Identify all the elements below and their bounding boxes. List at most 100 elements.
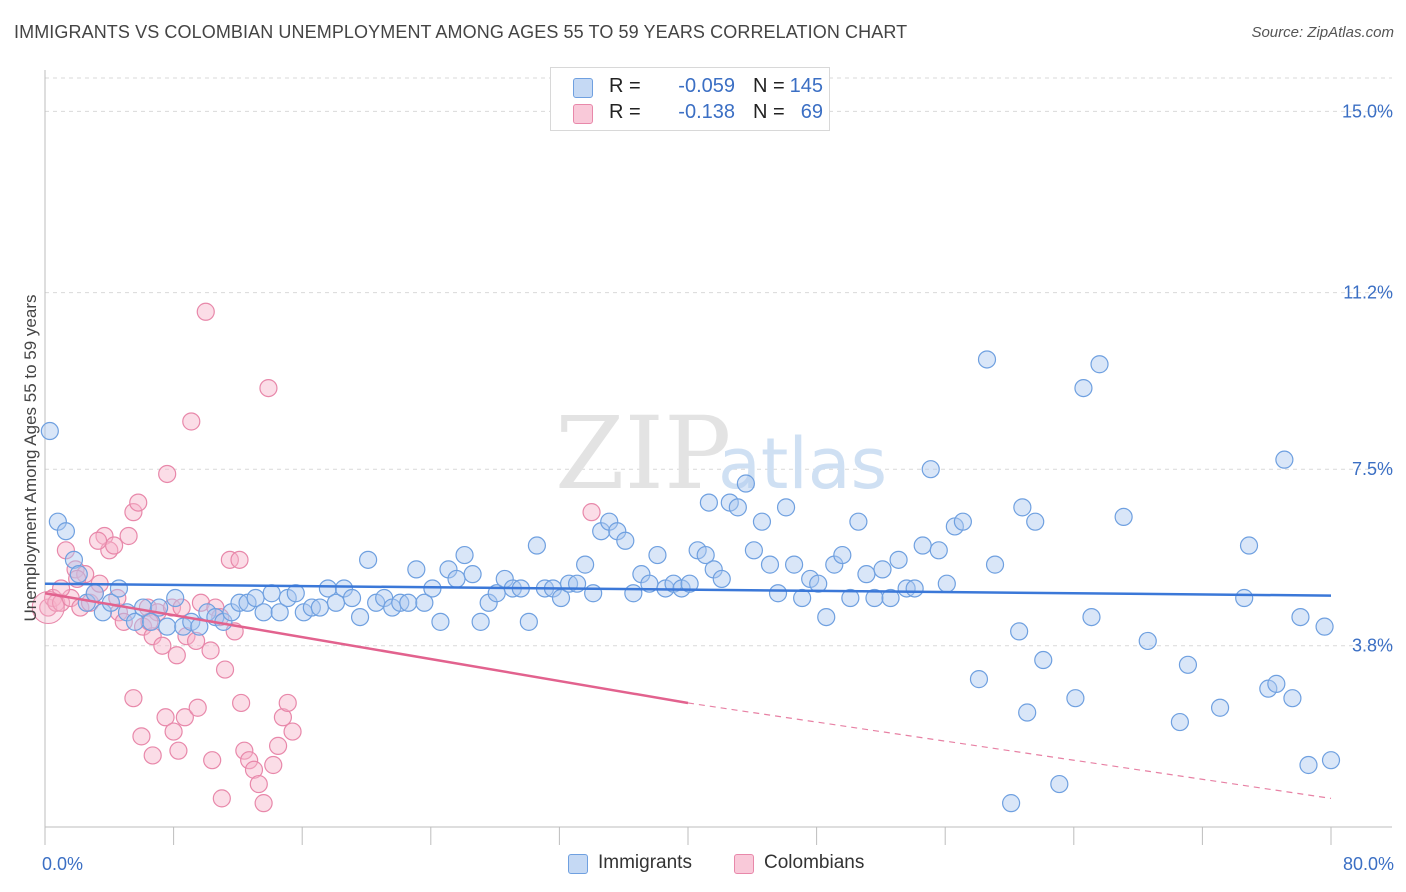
immigrants-point: [1235, 588, 1254, 608]
immigrants-point: [1010, 622, 1029, 641]
colombians-point: [220, 550, 239, 569]
colombians-point: [232, 693, 251, 713]
tick-labels: 3.8% 7.5% 11.2% 15.0% 0.0% 80.0%: [42, 101, 1394, 874]
immigrants-point: [937, 574, 956, 593]
watermark-zip: ZIP: [555, 395, 731, 512]
immigrants-legend-swatch: [568, 854, 588, 874]
colombians-point: [156, 708, 175, 727]
colombians-point: [164, 722, 183, 741]
colombians-point: [235, 741, 254, 760]
colombians-r-value: -0.138: [678, 101, 735, 123]
colombians-trend-extension: [687, 702, 1332, 799]
immigrants-point: [833, 545, 852, 565]
colombians-point: [230, 550, 249, 569]
immigrants-point: [1321, 751, 1341, 770]
colombians-point: [273, 708, 293, 727]
colombians-point: [203, 751, 222, 770]
immigrants-point: [889, 550, 908, 569]
immigrants-point: [471, 612, 490, 631]
immigrants-point: [310, 598, 329, 617]
immigrants-point: [793, 588, 812, 608]
immigrants-point: [1013, 498, 1032, 517]
immigrants-point: [736, 474, 755, 493]
immigrants-point: [1170, 712, 1189, 732]
y-tick-label: 7.5%: [1352, 459, 1393, 479]
immigrants-point: [69, 565, 88, 584]
immigrants-point: [1018, 703, 1037, 722]
immigrants-point: [431, 612, 450, 631]
immigrants-point: [1283, 689, 1302, 708]
immigrants-legend-label: Immigrants: [598, 852, 692, 873]
immigrants-point: [1026, 512, 1045, 531]
source-credit: Source: ZipAtlas.com: [1251, 24, 1394, 41]
immigrants-point: [648, 545, 667, 565]
colombians-point: [129, 493, 148, 512]
correlation-legend: R = -0.059 N = 145 R = -0.138 N = 69: [550, 67, 830, 131]
immigrants-point: [286, 584, 305, 603]
immigrants-point: [873, 560, 892, 579]
immigrants-point: [1275, 450, 1294, 469]
colombians-point: [124, 689, 143, 708]
immigrants-point: [624, 584, 643, 603]
colombians-point: [169, 741, 188, 760]
immigrants-point: [270, 603, 289, 622]
colombians-point: [240, 751, 259, 770]
colombians-point: [244, 760, 264, 779]
colombians-point: [283, 722, 302, 741]
immigrants-point: [1299, 755, 1318, 775]
watermark-atlas: atlas: [718, 423, 887, 505]
immigrants-point: [616, 531, 635, 550]
immigrants-point: [519, 612, 538, 631]
immigrants-point: [1074, 378, 1093, 398]
immigrants-swatch: [573, 78, 593, 98]
colombians-point: [191, 593, 211, 612]
immigrants-point: [1090, 355, 1109, 374]
immigrants-point: [1315, 617, 1334, 636]
immigrants-trend-line: [44, 582, 1332, 597]
immigrants-point: [680, 574, 699, 593]
colombians-point: [196, 302, 215, 321]
colombians-point: [264, 755, 283, 775]
legend-row-immigrants: R = -0.059 N = 145: [573, 75, 823, 101]
immigrants-point: [881, 588, 900, 608]
colombians-point: [187, 631, 206, 651]
colombians-point: [212, 789, 231, 808]
colombians-point: [88, 531, 108, 550]
immigrants-point: [64, 550, 84, 569]
colombians-point: [201, 641, 220, 660]
colombians-swatch: [573, 104, 593, 124]
immigrants-point: [342, 588, 362, 608]
immigrants-point: [1050, 774, 1069, 794]
immigrants-point: [929, 541, 948, 560]
immigrants-point: [1002, 794, 1021, 813]
immigrants-point: [527, 536, 546, 555]
immigrants-point: [447, 569, 466, 589]
immigrants-point: [849, 512, 868, 531]
colombians-point: [249, 774, 268, 794]
immigrants-point: [1291, 607, 1310, 627]
y-axis-label: Unemployment Among Ages 55 to 59 years: [21, 295, 40, 622]
colombians-point: [188, 698, 207, 717]
chart-title: IMMIGRANTS VS COLOMBIAN UNEMPLOYMENT AMO…: [14, 22, 908, 42]
y-tick-label: 3.8%: [1352, 636, 1393, 656]
y-tick-label: 11.2%: [1343, 283, 1393, 303]
colombians-point: [143, 746, 162, 765]
colombians-point: [175, 708, 194, 727]
immigrants-point: [1239, 536, 1259, 555]
immigrants-point: [776, 498, 796, 517]
immigrants-point: [109, 579, 129, 598]
colombians-point: [158, 464, 177, 484]
immigrants-point: [784, 555, 804, 574]
x-tick-label: 80.0%: [1343, 854, 1394, 874]
immigrants-point: [699, 493, 718, 512]
immigrants-n-value: 145: [789, 75, 823, 97]
immigrants-point: [166, 588, 185, 608]
immigrants-point: [865, 588, 884, 608]
immigrants-point: [399, 593, 418, 612]
immigrants-point: [576, 555, 595, 574]
immigrants-point: [125, 612, 145, 631]
immigrants-point: [841, 588, 860, 608]
colombians-point: [268, 736, 288, 755]
colombians-point: [167, 646, 186, 665]
immigrants-point: [857, 565, 876, 584]
